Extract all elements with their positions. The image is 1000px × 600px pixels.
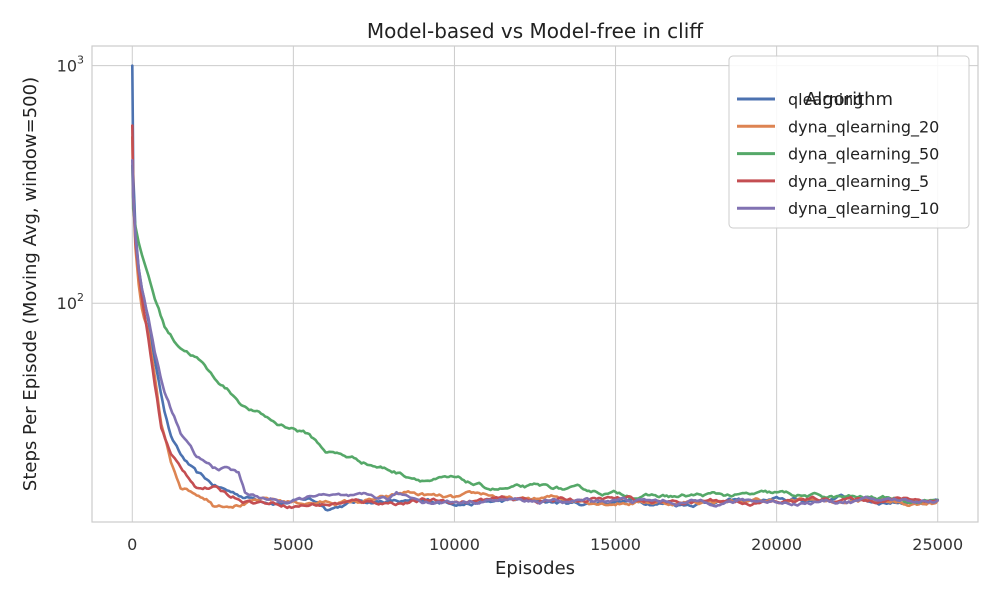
- series-line-dyna_qlearning_10: [131, 158, 939, 508]
- legend-box: [728, 55, 970, 229]
- chart-title: Model-based vs Model-free in cliff: [367, 19, 704, 43]
- x-tick-label: 20000: [751, 535, 802, 554]
- x-tick-label: 25000: [912, 535, 963, 554]
- legend-label: dyna_qlearning_5: [788, 172, 929, 192]
- legend-items: qlearning dyna_qlearning_20 dyna_qlearning…: [737, 90, 939, 219]
- series-lines: [131, 64, 939, 512]
- x-tick-label: 15000: [590, 535, 641, 554]
- legend-label: dyna_qlearning_20: [788, 117, 939, 137]
- x-tick-label: 0: [127, 535, 137, 554]
- x-tick-label: 10000: [429, 535, 480, 554]
- x-axis-title: Episodes: [495, 558, 575, 579]
- y-tick-label: 103: [57, 54, 84, 76]
- y-tick-label: 102: [57, 291, 84, 313]
- plot-frame: [91, 45, 979, 523]
- x-tick-label: 5000: [273, 535, 314, 554]
- series-line-dyna_qlearning_50: [131, 164, 939, 505]
- legend-label: dyna_qlearning_10: [788, 199, 939, 219]
- legend-title: Algorithm: [805, 89, 893, 110]
- legend-label: qlearning: [788, 90, 863, 109]
- legend-label: dyna_qlearning_50: [788, 145, 939, 165]
- tick-labels: 0 5000 10000 15000 20000 25000 102 103: [57, 54, 964, 554]
- legend: Algorithm qlearning dyna_qlearning_20dyna…: [728, 55, 970, 229]
- y-axis-title: Steps Per Episode (Moving Avg, window=50…: [20, 77, 41, 491]
